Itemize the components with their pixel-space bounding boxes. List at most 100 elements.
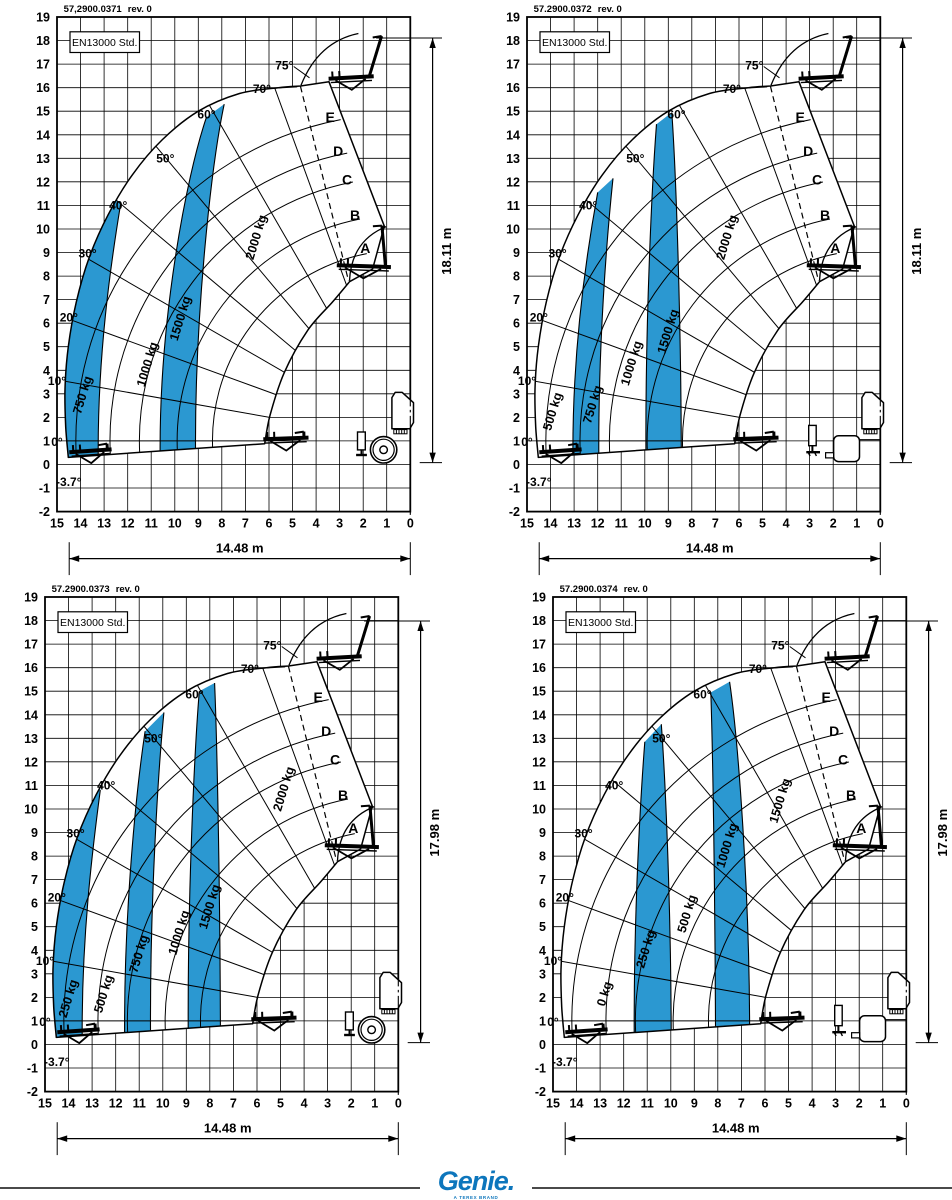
y-tick: 14: [532, 708, 546, 722]
platform-rotation-arc: [818, 225, 857, 281]
height-dimension-label: 17.98 m: [427, 809, 442, 857]
y-tick: 17: [36, 58, 50, 72]
y-tick: 5: [539, 920, 546, 934]
x-tick: 3: [832, 1097, 839, 1111]
doc-header: 57,2900.0371 rev. 0: [64, 4, 152, 15]
angle-label: 30°: [575, 827, 593, 841]
capacity-band-blue: [572, 178, 613, 455]
y-tick: 2: [513, 411, 520, 425]
x-tick: 2: [348, 1097, 355, 1111]
iso-load-curve: [633, 741, 646, 1033]
iso-load-curve: [194, 103, 225, 449]
machine-glyphs: [565, 612, 911, 1045]
x-tick: 7: [242, 517, 249, 531]
angle-label: 50°: [156, 151, 174, 165]
extension-letter: A: [348, 820, 358, 836]
extension-arc: [212, 253, 367, 458]
extension-arc: [164, 798, 349, 1038]
angle-label: 70°: [723, 82, 741, 96]
standard-badge: EN13000 Std.: [57, 611, 129, 634]
angle-label: 75°: [745, 58, 763, 72]
footer-rule-right: [532, 1187, 952, 1189]
extension-arc: [109, 152, 348, 458]
x-tick: 9: [195, 517, 202, 531]
platform-rotation-arc: [300, 32, 359, 86]
platform-glyph: [57, 1022, 100, 1045]
angle-label: 70°: [749, 662, 767, 676]
y-tick: 18: [24, 614, 38, 628]
extension-arc: [634, 761, 849, 1038]
y-tick: 12: [24, 755, 38, 769]
envelope-outline: [560, 661, 882, 1039]
y-tick: 7: [31, 873, 38, 887]
x-tick: 14: [62, 1097, 76, 1111]
x-tick: 2: [830, 517, 837, 531]
y-tick: 19: [506, 11, 520, 25]
angle-label: 30°: [549, 247, 567, 261]
x-tick: 15: [546, 1097, 560, 1111]
iso-load-curve: [598, 178, 614, 453]
x-tick: 10: [664, 1097, 678, 1111]
y-tick: 7: [43, 293, 50, 307]
iso-load-curve: [97, 204, 122, 455]
y-tick: 18: [506, 34, 520, 48]
boom-angle-line: [560, 948, 816, 1007]
platform-rotation-arc: [336, 805, 375, 861]
y-tick: -1: [535, 1062, 546, 1076]
extension-letter: D: [333, 143, 343, 159]
angle-label: 10°: [544, 954, 562, 968]
extension-letter: C: [342, 172, 352, 188]
x-tick: 10: [168, 517, 182, 531]
x-tick: 10: [156, 1097, 170, 1111]
y-tick: 15: [24, 685, 38, 699]
capacity-label: 0 kg: [594, 980, 615, 1008]
x-tick: 9: [183, 1097, 190, 1111]
capacity-band-blue: [188, 683, 221, 1028]
angle-label: 40°: [605, 778, 623, 792]
y-tick: 0: [43, 458, 50, 472]
y-tick: 15: [36, 105, 50, 119]
x-tick: 3: [336, 517, 343, 531]
angle-label: 20°: [48, 890, 66, 904]
x-tick: 4: [809, 1097, 816, 1111]
y-tick: -2: [535, 1085, 546, 1099]
y-tick: 4: [31, 944, 38, 958]
y-tick: 9: [513, 246, 520, 260]
extension-letter: D: [803, 143, 813, 159]
angle-label: 0°: [51, 435, 63, 449]
footer-rule-left: [0, 1187, 420, 1189]
x-tick: 8: [688, 517, 695, 531]
envelope-outline: [52, 661, 374, 1039]
standard-badge: EN13000 Std.: [69, 31, 141, 54]
extension-letters: E DC B A: [796, 109, 841, 256]
boom-angle-line: [534, 368, 790, 427]
x-tick: 0: [395, 1097, 402, 1111]
platform-glyph: [316, 615, 372, 671]
doc-header: 57.2900.0373 rev. 0: [52, 584, 140, 595]
x-tick: 14: [544, 517, 558, 531]
y-tick: 17: [24, 638, 38, 652]
y-tick: 10: [506, 223, 520, 237]
load-chart-2: 19 18 17 16 15 14 13 12 11 10 9 8 7 6 5 4 3 2 1 0 -1 -2 15 14 13…: [476, 0, 952, 583]
extension-letter: B: [338, 787, 348, 803]
extension-arc: [672, 798, 857, 1038]
boom-angle-line: [52, 948, 308, 1007]
extension-letter: E: [796, 109, 805, 125]
y-tick: 11: [25, 779, 38, 793]
angle-label: -3.7°: [526, 475, 552, 489]
doc-number: 57.2900.0373: [52, 584, 110, 595]
y-tick: 1: [43, 434, 50, 448]
extension-letter: B: [820, 207, 830, 223]
standard-badge: EN13000 Std.: [539, 31, 611, 54]
x-tick: 4: [313, 517, 320, 531]
angle-label: 75°: [771, 638, 789, 652]
y-tick: 8: [539, 850, 546, 864]
extension-letter: E: [314, 689, 323, 705]
envelope-fill: [64, 81, 385, 458]
x-tick: 2: [856, 1097, 863, 1111]
extension-arc: [571, 699, 837, 1038]
platform-rotation-arc: [348, 225, 387, 281]
platform-glyph: [565, 1022, 608, 1045]
y-tick: 9: [539, 826, 546, 840]
